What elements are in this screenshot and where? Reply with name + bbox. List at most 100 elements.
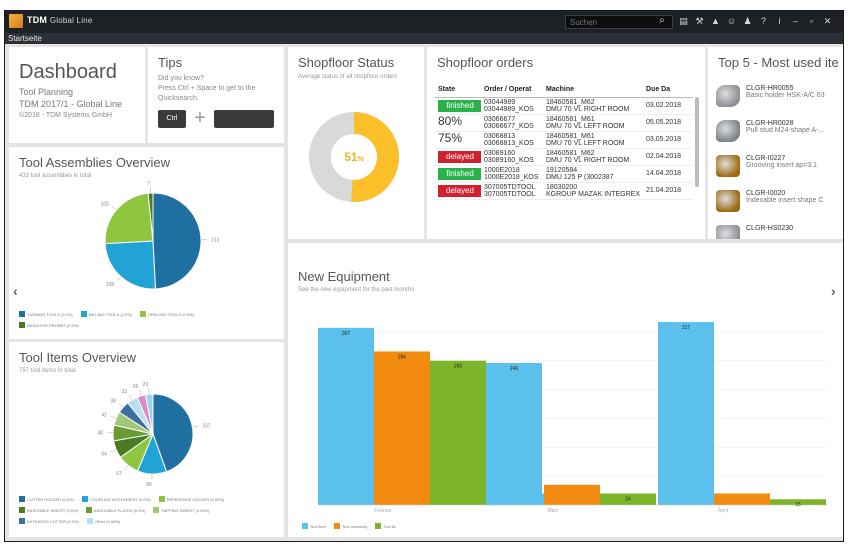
bar[interactable] [430, 360, 486, 505]
bar[interactable] [318, 327, 374, 505]
pie-slice[interactable] [152, 393, 194, 473]
table-row[interactable]: finished 1000E2018 1000E2018_KOS 19120584 DM… [435, 165, 693, 183]
pie-slice[interactable] [104, 240, 156, 290]
legend-item[interactable]: REFERENCE HOLDER (0.00%) [158, 496, 224, 502]
scrollbar[interactable] [695, 97, 699, 187]
app-window: TDM Global Line ⌕ ▤ ⚒ ▲ ☺ ♟ ? i – ▫ ✕ St… [4, 10, 844, 542]
legend-item[interactable]: Tool item [302, 523, 326, 529]
table-row[interactable]: finished 03044989 03044989_KOS 18460581_M62… [435, 97, 693, 115]
pie-data-label: 42 [101, 413, 107, 419]
machine-name: DMU 125 P (3002387 [546, 173, 614, 181]
legend-swatch [153, 507, 160, 513]
search-input[interactable] [565, 15, 673, 29]
legend-swatch [19, 507, 25, 513]
pie-slice[interactable] [144, 393, 154, 435]
legend-item[interactable]: TURNING TOOLS (2.0%) [19, 311, 73, 317]
legend-item[interactable]: INDEXABLE PLATES (0.0%) [85, 507, 145, 513]
status-donut: 51% [309, 112, 399, 202]
tools-icon[interactable]: ⚒ [695, 16, 704, 26]
bar[interactable] [486, 363, 542, 505]
tips-panel: Tips Did you know? Press Ctrl + Space to… [148, 47, 284, 143]
dashboard-panel: Dashboard Tool Planning TDM 2017/1 - Glo… [9, 47, 145, 143]
legend-item[interactable]: Tool assembly [334, 523, 367, 529]
table-row[interactable]: delayed 03089160 03089160_KOS 18460581_M62 D… [435, 148, 693, 166]
ctrl-key: Ctrl [158, 110, 186, 128]
legend-item[interactable]: DRILLING TOOLS (0.0%) [140, 311, 194, 317]
pie-slice[interactable] [152, 192, 202, 290]
equipment-subtitle: See the new equipment for the past month… [298, 287, 415, 293]
bar[interactable] [488, 493, 544, 505]
bar[interactable] [770, 499, 826, 505]
search-icon[interactable]: ⌕ [659, 15, 665, 26]
legend-swatch [19, 496, 25, 502]
next-arrow-icon[interactable]: › [831, 283, 836, 299]
machine-name: DMU 70 VL LEFT ROOM [546, 139, 625, 147]
pie-data-label: 89 [146, 482, 152, 486]
insert-icon [716, 155, 740, 177]
bar[interactable] [600, 493, 656, 505]
legend-item[interactable]: MILLING TOOLS (2.0%) [80, 311, 133, 317]
status-subtitle: Average status of all shopfloor orders [298, 74, 398, 80]
table-row[interactable]: 75% 03068813 03068813_KOS 18460581_M61 DMU 7… [435, 131, 693, 149]
tdm-logo-icon [9, 14, 23, 28]
info-icon[interactable]: i [778, 16, 781, 26]
legend-item[interactable]: INDEXABLE INSERT (0.0%) [19, 507, 78, 513]
legend-item[interactable]: EXTENDED CUTTER (0.0%) [19, 518, 79, 524]
machine-id: 18460581_M61 [546, 115, 595, 123]
pie-leader-line [148, 388, 150, 395]
pie-data-label: 54 [101, 451, 107, 457]
legend-label: MILLING TOOLS (2.0%) [88, 311, 133, 317]
legend-item[interactable]: CUTTER HOLDER (0.0%) [19, 496, 74, 502]
user-icon[interactable]: ☺ [726, 16, 737, 26]
x-tick-label: März [547, 508, 559, 514]
pie-slice[interactable] [104, 192, 154, 245]
list-item[interactable]: CLGR-I0020 Indexable insert shape C [716, 190, 823, 212]
list-item[interactable]: CLGR-HR0055 Basic holder HSK-A/C 63 [716, 85, 825, 107]
list-item[interactable]: CLGR-HR0028 Pull stud M24-shape A-... [716, 120, 824, 142]
equipment-legend: Tool item Tool assembly Tool fix [302, 523, 396, 534]
pie-data-label: 26 [133, 384, 139, 390]
x-tick-label: Februar [374, 508, 392, 514]
table-row[interactable]: 80% 03066677 03066677_KOS 18460581_M61 DMU 7… [435, 114, 693, 132]
pie-data-label: 23 [143, 382, 149, 388]
maximize-icon[interactable]: ▫ [809, 16, 814, 26]
person-icon[interactable]: ♟ [743, 16, 752, 26]
column-header[interactable]: Order / Operat [481, 83, 543, 98]
column-header[interactable]: State [435, 83, 481, 98]
bar[interactable] [544, 484, 600, 505]
item-name: CLGR-HR0028 [746, 120, 794, 127]
legend-item[interactable]: TAPPING INSERT (0.00%) [153, 507, 210, 513]
column-header[interactable]: Machine [543, 83, 643, 98]
legend-label: COUPLING WITH INSERT (0.0%) [89, 496, 151, 502]
legend-item[interactable]: COUPLING WITH INSERT (0.0%) [81, 496, 151, 502]
legend-label: TAPPING INSERT (0.00%) [161, 507, 210, 513]
tab-bar: Startseite [5, 33, 843, 44]
item-name: CLGR-HR0055 [746, 85, 794, 92]
pie-slice[interactable] [147, 192, 154, 242]
tab-startseite[interactable]: Startseite [8, 34, 42, 43]
previous-arrow-icon[interactable]: ‹ [13, 283, 18, 299]
legend-item[interactable]: Other (0.00%) [87, 518, 120, 524]
column-header[interactable]: Due Da [643, 83, 693, 98]
bar[interactable] [714, 493, 770, 505]
help-icon[interactable]: ? [760, 16, 766, 26]
legend-swatch [19, 322, 25, 328]
table-row[interactable]: delayed 307005TDTOOL 307005TDTOOL 18030200 K… [435, 182, 693, 200]
list-item[interactable]: CLGR-I0227 Grooving insert ap=3.1 [716, 155, 817, 177]
bar[interactable] [374, 351, 430, 505]
document-icon[interactable]: ▤ [679, 16, 688, 26]
legend-item[interactable]: Tool fix [375, 523, 396, 529]
due-date: 03.02.2018 [643, 97, 693, 115]
order-id: 03044989 [484, 98, 516, 106]
tips-title: Tips [158, 55, 183, 70]
close-icon[interactable]: ✕ [823, 16, 832, 26]
bar[interactable] [658, 322, 714, 505]
machine-id: 18460581_M62 [546, 98, 595, 106]
legend-swatch [81, 496, 88, 502]
minimize-icon[interactable]: – [792, 16, 798, 26]
legend-item[interactable]: INDUCTOR PROBES (0.0%) [19, 322, 79, 328]
status-donut-value [351, 112, 399, 202]
bell-icon[interactable]: ▲ [711, 16, 720, 26]
due-date: 03.05.2018 [643, 131, 693, 149]
list-item[interactable]: CLGR-HS0230 [716, 225, 793, 239]
